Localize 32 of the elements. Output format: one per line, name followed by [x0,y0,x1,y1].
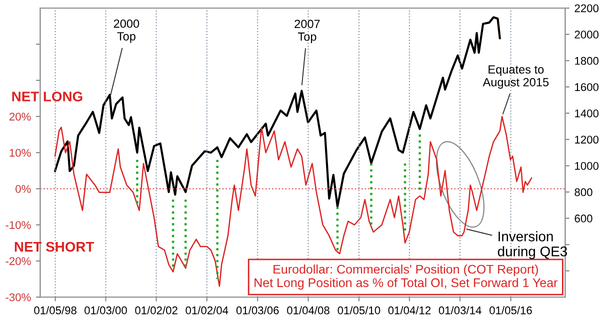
annotation: 2007 Top [294,20,320,44]
annotation: Equates to August 2015 [482,65,549,89]
x-tick-label: 01/02/04 [186,306,228,314]
text: Eurodollar: Commercials' Position (COT Report) Net Long Position as % of Total OI, Set Forward 1 Year [254,264,558,290]
y-tick-label: 20% [9,112,31,121]
annotation: NET LONG [12,92,82,102]
y2-tick-label: 800 [574,188,592,196]
x-tick-label: 01/03/00 [84,306,127,314]
y2-tick-label: 1200 [575,136,599,144]
y-tick-label: -10% [6,221,31,229]
annotation: NET SHORT [14,242,94,252]
x-tick-label: 01/05/16 [490,306,532,314]
y-tick-label: -20% [6,257,31,266]
x-tick-label: 01/05/10 [338,306,380,314]
y-tick-label: 10% [10,148,31,157]
x-tick-label: 01/03/14 [438,306,482,314]
x-tick-label: 01/04/08 [287,306,330,314]
y-tick-label: -30% [6,293,31,302]
y2-tick-label: 1600 [575,83,599,92]
x-tick-label: 01/02/02 [135,306,178,314]
x-tick-label: 01/05/98 [34,306,76,314]
y-tick-label: 0% [16,184,31,193]
y2-tick-label: 1000 [575,162,599,170]
y2-tick-label: 2200 [574,4,599,12]
annotation: 2000 Top [114,19,140,43]
y2-tick-label: 600 [574,214,592,222]
x-tick-label: 01/04/12 [388,306,431,314]
x-tick-label: 01/03/06 [236,306,279,314]
y2-tick-label: 2000 [574,30,599,39]
annotation: Inversion during QE3 [498,231,567,260]
y2-tick-label: 1800 [575,56,599,65]
y2-tick-label: 1400 [575,109,599,118]
